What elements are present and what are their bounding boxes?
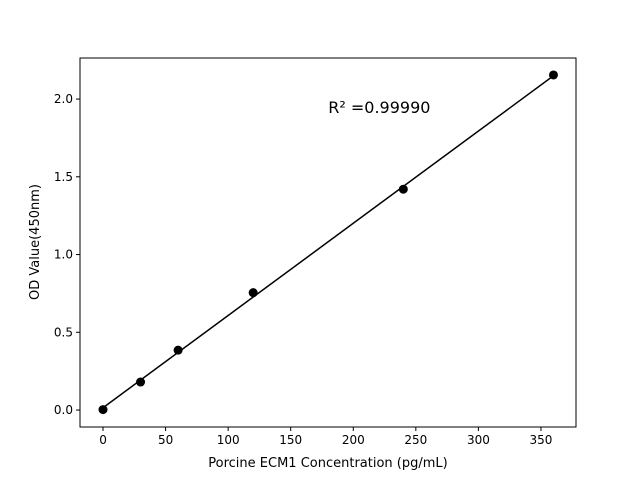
x-axis-label: Porcine ECM1 Concentration (pg/mL) bbox=[208, 456, 447, 471]
y-tick-label: 0.0 bbox=[54, 403, 73, 417]
r-squared-annotation: R² =0.99990 bbox=[328, 98, 430, 117]
y-tick-label: 1.0 bbox=[54, 248, 73, 262]
x-tick-label: 300 bbox=[467, 433, 490, 447]
data-point bbox=[98, 405, 108, 415]
y-tick-label: 1.5 bbox=[54, 170, 73, 184]
x-tick-label: 250 bbox=[404, 433, 427, 447]
x-tick-label: 0 bbox=[99, 433, 107, 447]
fit-line bbox=[102, 75, 554, 409]
data-point bbox=[136, 377, 146, 387]
y-tick-label: 0.5 bbox=[54, 325, 73, 339]
data-point bbox=[173, 345, 183, 355]
y-tick-label: 2.0 bbox=[54, 92, 73, 106]
data-point bbox=[248, 288, 258, 298]
x-tick-label: 100 bbox=[217, 433, 240, 447]
x-tick-label: 50 bbox=[158, 433, 173, 447]
data-point bbox=[398, 184, 408, 194]
y-axis-label: OD Value(450nm) bbox=[28, 184, 43, 300]
x-tick-label: 150 bbox=[279, 433, 302, 447]
x-tick-label: 200 bbox=[342, 433, 365, 447]
x-tick-label: 350 bbox=[530, 433, 553, 447]
